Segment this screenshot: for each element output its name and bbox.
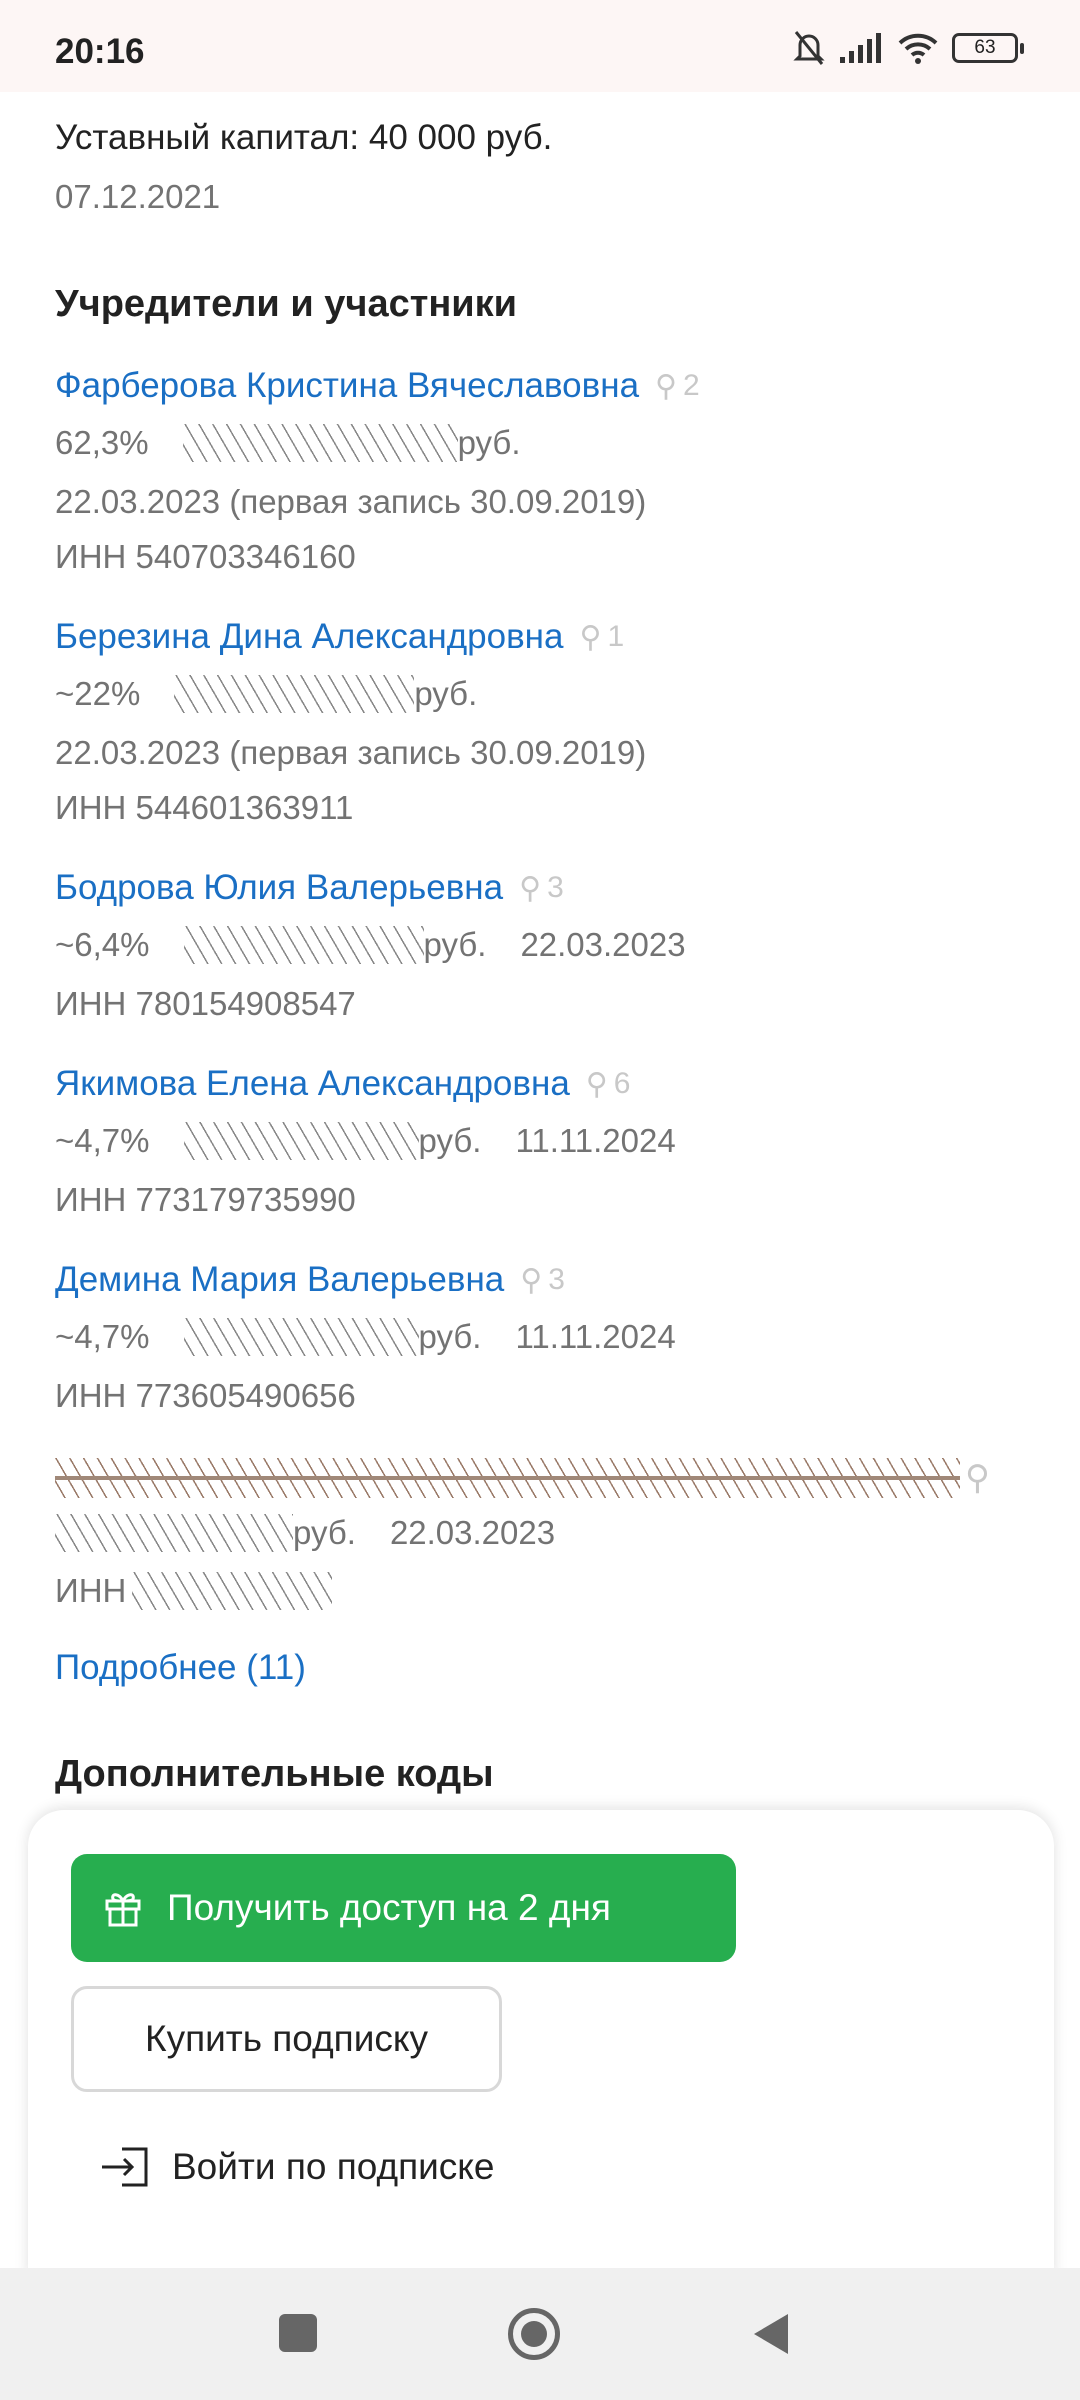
hidden-amount: [182, 424, 458, 462]
hidden-founder-name[interactable]: [55, 1458, 960, 1498]
currency: руб.: [293, 1514, 356, 1551]
founder-inn: ИНН 780154908547: [55, 985, 356, 1022]
more-link[interactable]: Подробнее (11): [55, 1648, 306, 1687]
founder-share: ~6,4%: [55, 926, 150, 963]
search-icon[interactable]: ⚲: [965, 1459, 990, 1497]
login-subscription-button[interactable]: Войти по подписке: [100, 2145, 495, 2189]
founder-link[interactable]: Фарберова Кристина Вячеславовна ⚲ 2: [55, 366, 700, 406]
founder-name[interactable]: Фарберова Кристина Вячеславовна: [55, 366, 640, 405]
founder-link[interactable]: Якимова Елена Александровна ⚲ 6: [55, 1064, 630, 1104]
currency: руб.: [418, 1318, 482, 1355]
founder-inn: ИНН 773605490656: [55, 1377, 356, 1414]
signal-icon: [840, 33, 881, 63]
founder-date: 22.03.2023 (первая запись 30.09.2019): [55, 483, 647, 520]
capital-date: 07.12.2021: [55, 178, 221, 215]
additional-codes-heading: Дополнительные коды: [55, 1753, 494, 1795]
founder-date: 22.03.2023: [389, 1514, 556, 1551]
trial-access-label: Получить доступ на 2 дня: [167, 1887, 611, 1928]
hidden-inn: [132, 1572, 333, 1610]
status-time: 20:16: [55, 32, 145, 71]
currency: руб.: [457, 424, 521, 461]
search-icon[interactable]: ⚲: [585, 1067, 608, 1101]
hidden-amount: [183, 1122, 419, 1160]
founder-date: 22.03.2023 (первая запись 30.09.2019): [55, 734, 647, 771]
founder-date: 22.03.2023: [520, 926, 686, 963]
status-bar: 20:16 63: [0, 0, 1080, 92]
founder-name[interactable]: Березина Дина Александровна: [55, 617, 564, 656]
founder-date: 11.11.2024: [515, 1122, 676, 1159]
founder-name[interactable]: Демина Мария Валерьевна: [55, 1260, 505, 1299]
currency: руб.: [418, 1122, 482, 1159]
recents-button[interactable]: [279, 2314, 317, 2352]
capital-text: Уставный капитал: 40 000 руб.: [55, 118, 553, 157]
search-icon[interactable]: ⚲: [520, 1263, 543, 1297]
currency: руб.: [423, 926, 487, 963]
founders-heading: Учредители и участники: [55, 283, 518, 325]
founder-inn: ИНН 773179735990: [55, 1181, 356, 1218]
founder-link[interactable]: Демина Мария Валерьевна ⚲ 3: [55, 1260, 565, 1300]
founder-name[interactable]: Якимова Елена Александровна: [55, 1064, 570, 1103]
founder-inn: ИНН 540703346160: [55, 538, 356, 575]
hidden-amount: [183, 1318, 419, 1356]
login-icon: [102, 2147, 148, 2187]
founder-date: 11.11.2024: [515, 1318, 676, 1355]
founder-count: 3: [548, 1263, 565, 1296]
founder-link[interactable]: Бодрова Юлия Валерьевна ⚲ 3: [55, 868, 564, 908]
hidden-amount: [55, 1514, 293, 1552]
wifi-icon: [898, 33, 938, 64]
search-icon[interactable]: ⚲: [579, 620, 602, 654]
founder-count: 3: [547, 871, 564, 904]
founder-count: 1: [607, 620, 625, 653]
founder-inn: ИНН 544601363911: [55, 789, 354, 826]
founder-share: ~22%: [55, 675, 141, 712]
gift-icon: [105, 1893, 141, 1927]
home-button[interactable]: [508, 2308, 560, 2360]
founder-share: 62,3%: [55, 424, 149, 461]
search-icon[interactable]: ⚲: [519, 871, 542, 905]
back-button[interactable]: [750, 2312, 790, 2356]
login-label: Войти по подписке: [172, 2146, 495, 2187]
navigation-bar: [0, 2268, 1080, 2400]
founder-share: ~4,7%: [55, 1318, 150, 1355]
founder-share: ~4,7%: [55, 1122, 150, 1159]
founder-count: 6: [613, 1067, 631, 1100]
hidden-amount: [183, 926, 424, 964]
hidden-amount: [174, 675, 415, 713]
founder-name[interactable]: Бодрова Юлия Валерьевна: [55, 868, 504, 907]
buy-subscription-button[interactable]: Купить подписку: [71, 1986, 502, 2092]
founder-link[interactable]: Березина Дина Александровна ⚲ 1: [55, 617, 624, 657]
bell-off-icon: [793, 31, 825, 65]
battery-icon: 63: [952, 33, 1024, 63]
trial-access-button[interactable]: Получить доступ на 2 дня: [71, 1854, 736, 1962]
inn-label: ИНН: [55, 1572, 127, 1609]
search-icon[interactable]: ⚲: [655, 369, 678, 403]
founder-count: 2: [683, 369, 700, 402]
currency: руб.: [414, 675, 478, 712]
